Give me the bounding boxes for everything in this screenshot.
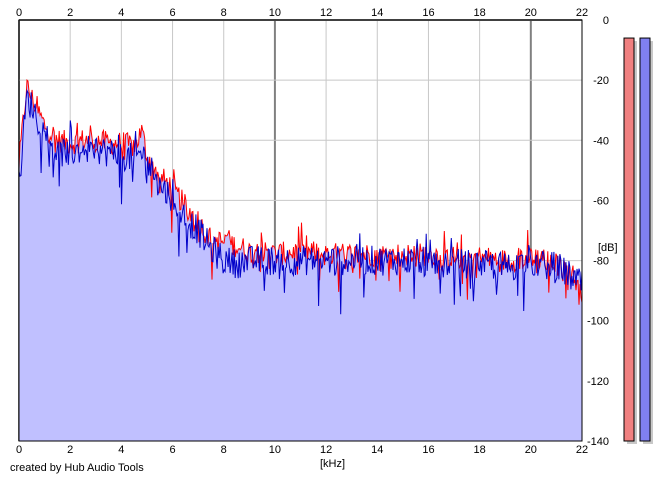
y-axis-label: [dB] bbox=[598, 242, 618, 254]
y-tick-label: -140 bbox=[587, 436, 609, 448]
x-tick-label-bottom: 16 bbox=[422, 444, 434, 456]
x-tick-label-bottom: 6 bbox=[169, 444, 175, 456]
y-tick-label: -60 bbox=[593, 195, 609, 207]
y-tick-label: 0 bbox=[603, 15, 609, 27]
spectrum-line-blue bbox=[18, 88, 583, 315]
y-tick-label: -100 bbox=[587, 316, 609, 328]
x-tick-label-bottom: 12 bbox=[320, 444, 332, 456]
x-tick-label-bottom: 0 bbox=[16, 444, 22, 456]
x-tick-label-top: 18 bbox=[474, 7, 486, 19]
x-tick-label-top: 14 bbox=[371, 7, 383, 19]
level-meter-bar bbox=[623, 37, 635, 442]
x-tick-labels-top: 0 2 4 6 8 10 12 14 16 18 20 22 bbox=[16, 7, 588, 19]
x-tick-label-bottom: 8 bbox=[221, 444, 227, 456]
y-tick-label: -120 bbox=[587, 376, 609, 388]
x-tick-label-bottom: 4 bbox=[118, 444, 124, 456]
x-tick-label-top: 16 bbox=[422, 7, 434, 19]
x-tick-label-top: 8 bbox=[221, 7, 227, 19]
x-tick-label-top: 10 bbox=[269, 7, 281, 19]
x-tick-labels-bottom: 0 2 4 6 8 10 12 14 16 18 20 22 bbox=[16, 444, 588, 456]
x-axis-label: [kHz] bbox=[320, 458, 345, 470]
x-tick-label-top: 2 bbox=[67, 7, 73, 19]
x-tick-label-bottom: 22 bbox=[576, 444, 588, 456]
y-tick-label: -80 bbox=[593, 256, 609, 268]
x-tick-label-bottom: 2 bbox=[67, 444, 73, 456]
x-tick-label-bottom: 20 bbox=[525, 444, 537, 456]
x-tick-label-bottom: 14 bbox=[371, 444, 383, 456]
x-tick-label-bottom: 10 bbox=[269, 444, 281, 456]
level-meter-bar bbox=[639, 37, 651, 442]
level-meters bbox=[623, 37, 653, 445]
x-tick-label-top: 20 bbox=[525, 7, 537, 19]
x-tick-label-top: 22 bbox=[576, 7, 588, 19]
x-tick-label-top: 6 bbox=[169, 7, 175, 19]
x-tick-label-top: 4 bbox=[118, 7, 124, 19]
plot-border bbox=[18, 19, 583, 442]
x-tick-label-bottom: 18 bbox=[474, 444, 486, 456]
y-tick-label: -40 bbox=[593, 135, 609, 147]
credit-text: created by Hub Audio Tools bbox=[10, 462, 144, 474]
x-tick-label-top: 0 bbox=[16, 7, 22, 19]
x-tick-label-top: 12 bbox=[320, 7, 332, 19]
y-tick-label: -20 bbox=[593, 75, 609, 87]
y-tick-labels: 0 -20 -40 -60 -80 -100 -120 -140 bbox=[587, 15, 609, 448]
